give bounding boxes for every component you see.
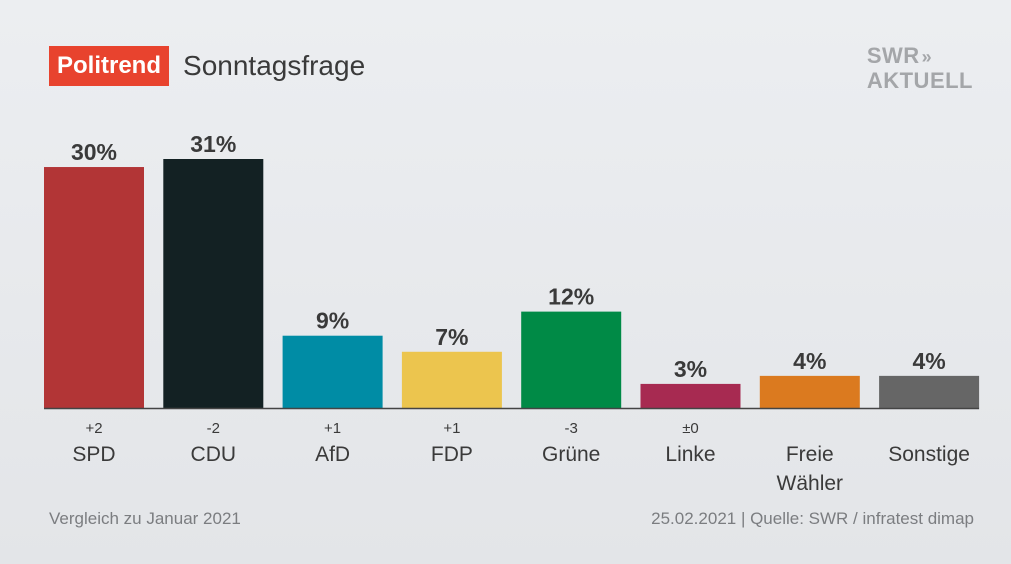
bar-7 <box>879 375 980 408</box>
category-label: Linke <box>665 443 715 466</box>
value-label: 12% <box>548 284 594 310</box>
change-label: -3 <box>565 420 578 437</box>
category-label: FDP <box>431 443 473 466</box>
category-label: Wähler <box>777 472 844 495</box>
bar-5 <box>640 383 741 408</box>
logo-line-1: SWR <box>866 43 920 68</box>
category-label: CDU <box>191 443 237 466</box>
value-label: 7% <box>435 324 468 350</box>
logo-line-2: AKTUELL <box>866 68 973 93</box>
bar-2 <box>282 335 383 408</box>
value-label: 9% <box>316 308 349 334</box>
category-label: AfD <box>315 443 350 466</box>
change-label: ±0 <box>682 420 699 437</box>
change-label: +1 <box>324 420 341 437</box>
bar-3 <box>401 351 502 408</box>
change-label: +1 <box>443 420 460 437</box>
change-label: +2 <box>85 420 102 437</box>
politrend-badge: Politrend <box>49 46 170 86</box>
header: Politrend Sonntagsfrage <box>49 46 365 86</box>
source-note: 25.02.2021 | Quelle: SWR / infratest dim… <box>651 509 974 528</box>
bar-6 <box>759 375 860 408</box>
category-label: Sonstige <box>888 443 970 466</box>
value-label: 30% <box>71 139 117 165</box>
category-label: SPD <box>72 443 115 466</box>
bar-1 <box>163 159 264 408</box>
category-label: Grüne <box>542 443 600 466</box>
value-label: 4% <box>793 348 826 374</box>
change-label: -2 <box>207 420 220 437</box>
bar-0 <box>44 167 144 408</box>
value-label: 31% <box>190 131 236 157</box>
value-label: 4% <box>912 348 945 374</box>
logo-arrows-icon: » <box>921 47 932 67</box>
category-label: Freie <box>786 443 834 466</box>
value-label: 3% <box>674 356 707 382</box>
comparison-note: Vergleich zu Januar 2021 <box>49 509 241 528</box>
bar-4 <box>521 311 622 408</box>
swr-aktuell-logo: SWR» AKTUELL <box>867 44 973 92</box>
page-title: Sonntagsfrage <box>183 50 366 81</box>
